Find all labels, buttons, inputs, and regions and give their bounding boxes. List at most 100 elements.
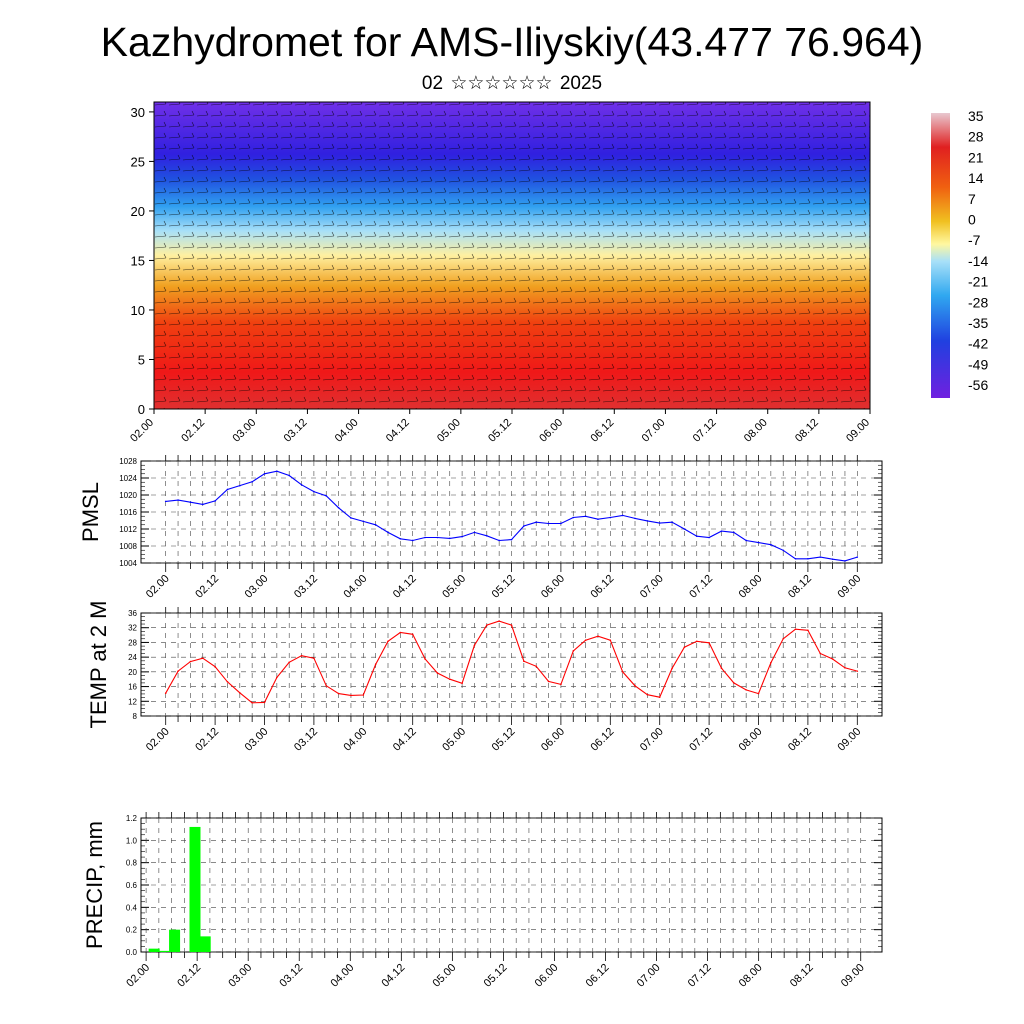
g-pmsl-point	[634, 517, 636, 520]
heatmap-xtick-label: 02.12	[179, 417, 207, 445]
g-precip-xtick-label: 04.12	[379, 962, 407, 990]
g-pmsl-xtick-label: 07.00	[638, 573, 666, 601]
g-pmsl-ytick-label: 1008	[119, 542, 137, 551]
g-temp-point	[757, 692, 760, 695]
g-pmsl-point	[807, 557, 809, 560]
g-temp-point	[448, 678, 451, 681]
heatmap-xtick-label: 06.12	[588, 417, 616, 445]
colorbar-label: 28	[968, 129, 984, 145]
g-pmsl-point	[535, 521, 537, 523]
g-precip-xtick-label: 06.12	[584, 962, 612, 990]
g-temp-point	[523, 660, 525, 662]
g-pmsl-point	[276, 470, 278, 473]
g-pmsl-point	[313, 490, 315, 493]
g-pmsl-point	[597, 518, 599, 521]
heatmap-xtick-label: 02.00	[128, 417, 156, 445]
g-pmsl-point	[498, 539, 500, 542]
colorbar-label: -56	[968, 377, 988, 393]
heatmap-xtick-label: 08.12	[793, 417, 821, 445]
heatmap-xtick-label: 07.12	[691, 417, 719, 445]
g-temp-ytick-label: 12	[128, 697, 137, 706]
g-pmsl-point	[239, 484, 241, 487]
g-temp-point	[535, 665, 537, 668]
g-temp-point	[473, 644, 476, 647]
g-temp-point	[387, 640, 389, 643]
g-temp-point	[831, 658, 834, 660]
g-temp-point	[189, 660, 192, 663]
g-pmsl-point	[325, 495, 328, 497]
g-pmsl-point	[523, 525, 525, 527]
g-temp-ylabel: TEMP at 2 M	[86, 601, 111, 729]
date-subtitle: 02 ☆☆☆☆☆☆ 2025	[0, 72, 1024, 96]
g-temp-point	[621, 671, 624, 673]
g-temp-xtick-label: 07.12	[687, 726, 715, 754]
g-precip-xtick-label: 09.00	[839, 962, 867, 990]
g-temp-point	[856, 670, 859, 672]
g-pmsl-xtick-label: 08.12	[786, 573, 814, 601]
g-pmsl-point	[226, 488, 229, 491]
g-temp-xtick-label: 02.12	[193, 726, 221, 754]
g-pmsl-xtick-label: 05.00	[440, 573, 468, 601]
g-temp-point	[436, 672, 439, 674]
colorbar-label: 0	[968, 212, 976, 228]
g-pmsl-point	[695, 535, 698, 538]
g-temp-xtick-label: 04.12	[391, 726, 419, 754]
g-temp-point	[695, 640, 698, 643]
g-pmsl-point	[510, 538, 513, 541]
heatmap-ytick-label: 0	[138, 402, 145, 417]
g-temp-point	[411, 633, 414, 636]
g-temp-point	[658, 696, 661, 699]
g-pmsl-point	[560, 522, 562, 525]
g-temp-point	[350, 694, 352, 697]
g-precip-ytick-label: 0.6	[126, 881, 138, 890]
g-temp-point	[794, 628, 797, 630]
g-temp-xtick-label: 03.12	[292, 726, 320, 754]
g-temp-ytick-label: 32	[128, 624, 137, 633]
heatmap-ytick-label: 20	[131, 204, 145, 219]
g-pmsl-ytick-label: 1020	[119, 491, 137, 500]
colorbar	[931, 113, 950, 398]
g-pmsl-point	[399, 537, 402, 540]
heatmap-xtick-label: 09.00	[844, 417, 872, 445]
g-pmsl-point	[819, 556, 822, 558]
heatmap-xtick-label: 07.00	[640, 417, 668, 445]
g-temp-point	[239, 692, 241, 694]
g-pmsl-xtick-label: 05.12	[490, 573, 518, 601]
heatmap-xtick-label: 03.00	[230, 417, 258, 445]
g-temp-point	[424, 658, 426, 660]
g-precip-xtick-label: 03.12	[277, 962, 305, 990]
g-temp-point	[510, 624, 513, 626]
colorbar-label: -14	[968, 253, 988, 269]
g-pmsl-ytick-label: 1016	[119, 508, 137, 517]
heatmap-xtick-label: 06.00	[537, 417, 565, 445]
g-pmsl-point	[263, 472, 266, 475]
g-temp-ytick-label: 16	[128, 683, 137, 692]
g-temp-point	[807, 629, 809, 632]
g-temp-xtick-label: 08.12	[786, 726, 814, 754]
wind-barbs-overlay	[154, 102, 870, 409]
g-temp-xtick-label: 06.12	[588, 726, 616, 754]
g-temp-xtick-label: 08.00	[737, 726, 765, 754]
colorbar-label: 21	[968, 149, 984, 165]
g-precip-ytick-label: 0.2	[126, 926, 138, 935]
g-pmsl-point	[844, 560, 846, 562]
g-pmsl-point	[436, 536, 439, 539]
g-pmsl-point	[473, 531, 476, 534]
g-temp-point	[251, 701, 253, 704]
g-precip-ylabel: PRECIP, mm	[82, 821, 107, 949]
g-temp-point	[300, 654, 303, 657]
heatmap-ytick-label: 15	[131, 253, 145, 268]
g-precip-xtick-label: 08.12	[788, 962, 816, 990]
g-temp-point	[733, 682, 735, 684]
g-pmsl-point	[448, 537, 451, 540]
g-pmsl-point	[782, 549, 784, 552]
g-precip-ytick-label: 0.8	[126, 859, 138, 868]
g-pmsl-point	[646, 520, 649, 522]
g-pmsl-ytick-label: 1012	[119, 525, 137, 534]
g-temp-point	[337, 692, 340, 695]
g-pmsl-point	[671, 521, 673, 523]
g-precip-ytick-label: 0.0	[126, 948, 138, 957]
g-temp-point	[720, 667, 723, 669]
g-temp-point	[226, 680, 229, 683]
